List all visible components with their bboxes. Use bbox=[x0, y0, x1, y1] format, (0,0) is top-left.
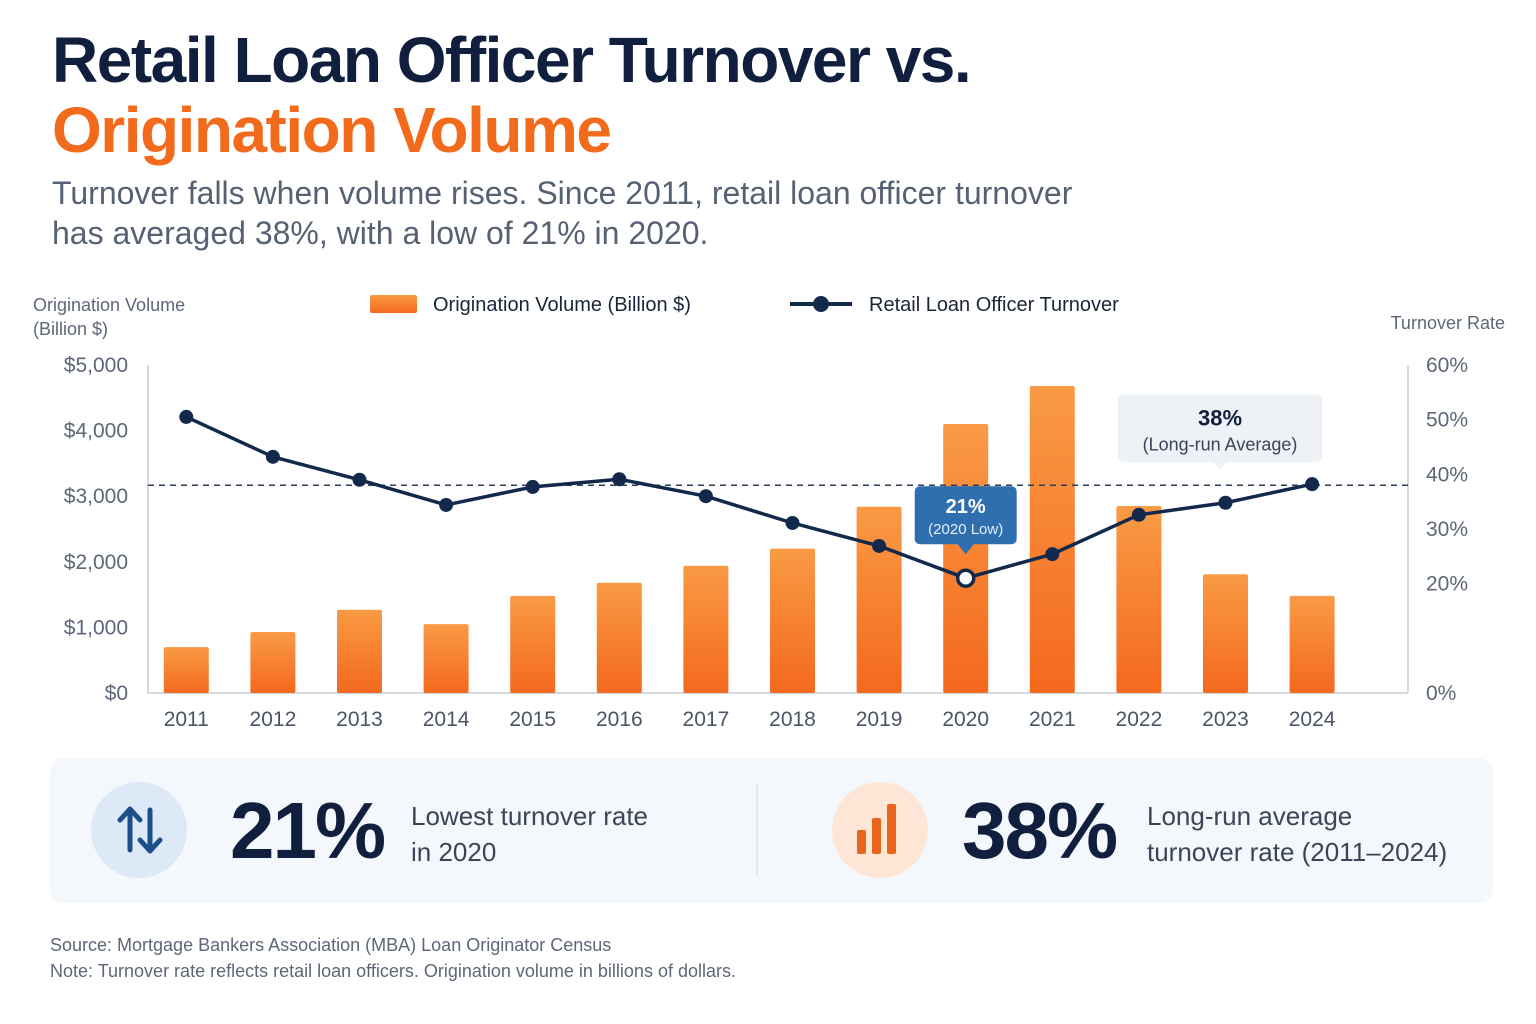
stat-value: 38% bbox=[962, 786, 1117, 875]
line-point bbox=[439, 497, 454, 512]
stats-panel bbox=[50, 758, 1493, 903]
reference-box bbox=[1118, 394, 1322, 470]
y-axis-label: (Billion $) bbox=[33, 319, 108, 339]
bar bbox=[1029, 385, 1075, 693]
line-point bbox=[955, 568, 976, 588]
stat-value: 21% bbox=[230, 786, 385, 875]
line-point bbox=[352, 472, 367, 487]
bar bbox=[943, 424, 989, 693]
title-line1: Retail Loan Officer Turnover vs. bbox=[52, 24, 970, 96]
y-tick-label: $0 bbox=[105, 682, 128, 705]
x-tick-label: 2013 bbox=[336, 708, 383, 731]
callout-box bbox=[914, 486, 1017, 555]
y-tick-label: $2,000 bbox=[64, 551, 128, 574]
legend-swatch bbox=[370, 295, 417, 313]
legend-swatch bbox=[813, 296, 829, 312]
note: Note: Turnover rate reflects retail loan… bbox=[50, 961, 736, 981]
line-point bbox=[525, 479, 540, 494]
bar bbox=[163, 647, 209, 693]
bar bbox=[423, 624, 469, 693]
bar bbox=[1116, 506, 1162, 693]
subtitle: Turnover falls when volume rises. Since … bbox=[52, 175, 1073, 211]
y2-tick-label: 0% bbox=[1426, 682, 1456, 705]
line-point bbox=[1045, 547, 1060, 562]
x-tick-label: 2023 bbox=[1202, 708, 1249, 731]
x-tick-label: 2015 bbox=[509, 708, 556, 731]
source: Source: Mortgage Bankers Association (MB… bbox=[50, 935, 611, 955]
bar bbox=[337, 609, 382, 693]
bar bbox=[596, 582, 642, 693]
y2-tick-label: 50% bbox=[1426, 409, 1468, 432]
bar bbox=[856, 506, 902, 693]
subtitle: has averaged 38%, with a low of 21% in 2… bbox=[52, 215, 708, 251]
reference-note: (Long-run Average) bbox=[1143, 434, 1298, 454]
x-tick-label: 2014 bbox=[423, 708, 470, 731]
reference-label: 38% bbox=[1198, 405, 1242, 430]
line-point bbox=[179, 409, 194, 424]
plot: $0 $1,000 $2,000 $3,000 $4,000 $5,000 0% 20% 30%… bbox=[64, 354, 1468, 731]
callout-value: 21% bbox=[946, 496, 986, 518]
line-point bbox=[1305, 477, 1320, 492]
x-tick-label: 2021 bbox=[1029, 708, 1076, 731]
legend-label: Retail Loan Officer Turnover bbox=[869, 294, 1119, 316]
line-point bbox=[785, 515, 800, 530]
line-point bbox=[872, 538, 887, 553]
bar bbox=[683, 565, 729, 693]
legend: Origination Volume (Billion $) Retail Loa… bbox=[370, 294, 1119, 316]
y-tick-label: $1,000 bbox=[64, 616, 128, 639]
y2-tick-label: 40% bbox=[1426, 463, 1468, 486]
line-point bbox=[612, 472, 627, 487]
x-tick-label: 2016 bbox=[596, 708, 643, 731]
line-point bbox=[265, 449, 280, 464]
bar bbox=[250, 631, 296, 693]
callout-note: (2020 Low) bbox=[928, 521, 1003, 538]
line-point bbox=[1131, 507, 1146, 522]
x-tick-label: 2022 bbox=[1116, 708, 1163, 731]
x-tick-label: 2011 bbox=[164, 708, 209, 731]
x-tick-label: 2018 bbox=[769, 708, 816, 731]
line-point bbox=[698, 489, 713, 504]
x-tick-label: 2012 bbox=[250, 708, 297, 731]
stat-text: Long-run average bbox=[1147, 801, 1352, 831]
stat-text: in 2020 bbox=[411, 837, 496, 867]
y2-tick-label: 60% bbox=[1426, 354, 1468, 377]
bar bbox=[1289, 595, 1335, 693]
y-tick-label: $4,000 bbox=[64, 420, 128, 443]
line bbox=[185, 415, 1313, 580]
title-line2: Origination Volume bbox=[52, 94, 611, 166]
y2-axis-label: Turnover Rate bbox=[1391, 313, 1505, 333]
stat-text: Lowest turnover rate bbox=[411, 801, 648, 831]
x-tick-label: 2020 bbox=[942, 708, 989, 731]
x-tick-label: 2024 bbox=[1289, 708, 1336, 731]
x-tick-label: 2017 bbox=[683, 708, 730, 731]
y-tick-label: $5,000 bbox=[64, 354, 128, 377]
y-axis-label: Origination Volume bbox=[33, 295, 185, 315]
bar bbox=[1203, 574, 1248, 693]
x-tick-label: 2019 bbox=[856, 708, 903, 731]
bar bbox=[510, 595, 556, 693]
bar bbox=[770, 548, 815, 693]
y-tick-label: $3,000 bbox=[64, 485, 128, 508]
y2-tick-label: 30% bbox=[1426, 518, 1468, 541]
stat-text: turnover rate (2011–2024) bbox=[1147, 837, 1447, 867]
bars-icon bbox=[857, 804, 896, 854]
line-point bbox=[1218, 495, 1233, 510]
arrows-icon bbox=[117, 806, 163, 854]
y2-tick-label: 20% bbox=[1426, 573, 1468, 596]
icon-bg bbox=[91, 782, 187, 878]
legend-label: Origination Volume (Billion $) bbox=[433, 294, 691, 316]
